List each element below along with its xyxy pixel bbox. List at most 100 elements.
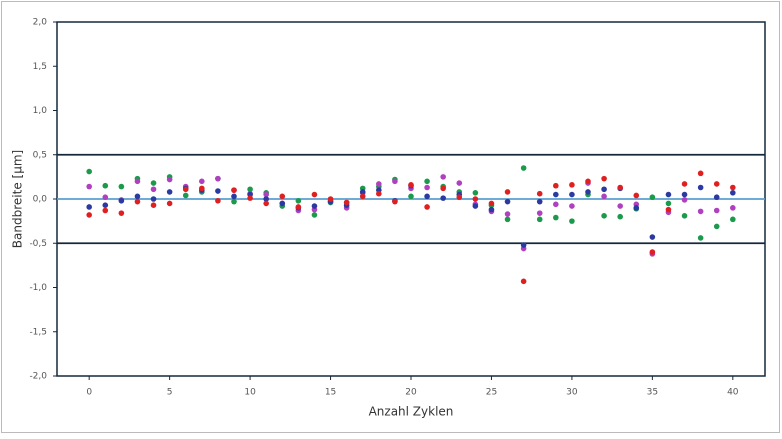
x-tick-label: 0 [86,388,92,398]
point [520,278,527,285]
point [150,196,157,202]
point [311,191,318,198]
point [456,194,463,201]
point [536,216,543,223]
point [520,165,527,171]
point [633,192,640,199]
point [86,204,92,210]
point [247,195,253,201]
point [263,200,269,207]
x-tick-label: 30 [566,388,578,398]
point [536,210,543,216]
point [504,198,511,205]
point [520,242,527,248]
point [617,213,623,220]
point [456,180,463,186]
point [681,197,688,203]
point [601,186,607,193]
point [166,176,173,183]
point [150,202,157,208]
point [182,192,189,199]
point [263,191,269,198]
point [182,186,189,193]
point [102,194,109,201]
point [134,178,141,185]
point [713,223,720,230]
point [118,210,125,216]
point [86,168,92,175]
point [730,184,736,191]
point [504,216,511,223]
point [408,182,414,188]
point [215,188,221,194]
point [263,196,269,202]
point [311,203,318,209]
point [585,189,591,195]
point [730,205,736,211]
point [681,181,688,187]
x-tick-label: 10 [244,388,256,398]
point [215,175,221,182]
point [504,211,511,217]
x-tick-label: 25 [486,388,497,398]
y-axis-label: Bandbreite [µm] [11,150,25,248]
point [472,196,479,202]
point [697,170,704,177]
point [697,184,704,191]
point [343,199,350,206]
point [327,196,334,202]
point [134,198,141,205]
point [472,190,479,196]
point [730,190,736,196]
point [231,187,237,193]
x-tick-label: 20 [405,388,417,398]
point [536,190,543,197]
point [118,183,125,190]
point [231,198,237,205]
point [376,190,382,197]
point [713,194,720,201]
point [681,213,688,219]
y-tick-label: -0,5 [29,239,47,249]
point [553,201,559,208]
y-tick-label: -1,5 [29,327,47,337]
point [601,175,607,182]
x-tick-label: 40 [727,388,739,398]
point [424,184,430,191]
point [440,174,446,180]
point [295,204,302,210]
x-tick-label: 5 [167,388,173,398]
x-axis-label: Anzahl Zyklen [369,405,454,419]
point [617,203,623,209]
point [359,189,366,195]
point [649,234,656,240]
point [408,193,414,200]
point [424,193,430,200]
point [392,198,398,205]
y-tick-label: 0,5 [33,150,47,160]
point [633,205,640,211]
point [649,249,656,255]
point [569,203,575,209]
y-tick-label: 1,5 [33,62,47,72]
point [488,200,495,207]
point [199,178,205,185]
point [665,200,672,207]
y-tick-label: 1,0 [33,106,48,116]
point [617,184,623,191]
point [102,202,109,208]
point [231,193,237,200]
point [713,207,720,214]
y-tick-label: 2,0 [33,18,48,28]
point [86,212,92,218]
point [730,216,736,223]
point [376,181,382,187]
point [553,191,559,198]
point [279,200,286,207]
point [440,185,446,192]
point [649,194,656,201]
point [359,193,366,200]
point [472,203,479,209]
